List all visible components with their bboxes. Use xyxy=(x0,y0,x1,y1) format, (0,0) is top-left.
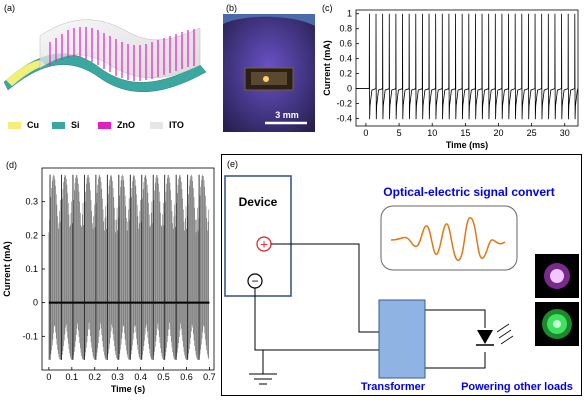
y-tick-label: -0.2 xyxy=(336,99,352,109)
device-label: Device xyxy=(239,195,278,209)
x-tick-label: 30 xyxy=(560,128,570,138)
x-tick-label: 10 xyxy=(427,128,437,138)
x-tick-label: 0.2 xyxy=(88,372,101,382)
y-tick-label: 0.6 xyxy=(339,39,352,49)
led-photo-green xyxy=(535,302,579,346)
legend-item-ito: ITO xyxy=(150,120,184,130)
x-tick-label: 0.4 xyxy=(134,372,147,382)
x-tick-label: 25 xyxy=(527,128,537,138)
scale-bar-label: 3 mm xyxy=(275,110,299,120)
panel-e-label: (e) xyxy=(227,159,238,169)
x-tick-label: 0.5 xyxy=(157,372,170,382)
powering-loads-label: Powering other loads xyxy=(461,381,573,393)
panel-b-label: (b) xyxy=(226,3,237,13)
plot-frame xyxy=(355,9,579,127)
legend-label: ZnO xyxy=(117,120,135,130)
y-tick-label: 0.2 xyxy=(25,230,38,240)
y-tick-label: 1 xyxy=(347,9,352,19)
series-signal xyxy=(48,174,210,360)
panel-e-diagram: (e) Device + − Optical-electric signal c… xyxy=(221,154,582,396)
light-spot xyxy=(263,76,269,82)
y-tick-label: 0.4 xyxy=(339,54,352,64)
panel-a-label: (a) xyxy=(4,3,15,13)
chart-c: 0 5 10 15 20 25 30 -0.4 -0.2 0 0.2 0.4 0.6 0.8 1 Time (… xyxy=(322,9,579,150)
legend-label: Si xyxy=(71,120,80,130)
x-axis-label: Time (s) xyxy=(111,384,145,394)
transformer-label: Transformer xyxy=(361,381,426,393)
zno-nanowires xyxy=(49,27,195,81)
legend-swatch xyxy=(98,121,111,129)
legend-swatch xyxy=(52,121,65,129)
led-diode-icon xyxy=(476,323,514,346)
legend-item-si: Si xyxy=(52,120,80,130)
device-schematic-illustration xyxy=(3,19,207,93)
device-box xyxy=(224,175,292,297)
y-tick-label: 0.8 xyxy=(339,24,352,34)
y-tick-label: 0.2 xyxy=(339,69,352,79)
panel-c-label: (c) xyxy=(322,3,333,13)
cu-layer xyxy=(6,60,46,86)
signal-title: Optical-electric signal convert xyxy=(383,185,554,199)
series-line xyxy=(356,13,579,120)
ground-icon xyxy=(249,373,277,385)
positive-terminal-symbol: + xyxy=(260,237,268,252)
x-tick-label: 0.6 xyxy=(180,372,193,382)
negative-terminal-symbol: − xyxy=(251,274,258,288)
legend-label: ITO xyxy=(169,120,184,130)
x-tick-label: 0.7 xyxy=(203,372,216,382)
transformer-box xyxy=(378,299,426,379)
y-tick-label: -0.4 xyxy=(336,114,352,124)
led-photo-pink xyxy=(535,254,579,298)
signal-waveform xyxy=(390,217,506,261)
y-tick-label: -0.1 xyxy=(22,331,38,341)
x-tick-label: 0.1 xyxy=(66,372,79,382)
legend-item-zno: ZnO xyxy=(98,120,135,130)
legend-swatch xyxy=(150,121,163,129)
si-layer xyxy=(3,53,207,93)
circuit-wires xyxy=(254,243,486,374)
signal-box xyxy=(380,205,518,271)
chart-d: 0 0.1 0.2 0.3 0.4 0.5 0.6 0.7 -0.1 0 0.1 0.2 0.3 Time… xyxy=(2,167,216,394)
y-tick-label: 0 xyxy=(33,298,38,308)
legend-swatch xyxy=(8,121,21,129)
x-tick-label: 20 xyxy=(493,128,503,138)
y-axis-label: Current (mA) xyxy=(2,241,12,297)
y-tick-label: 0.3 xyxy=(25,197,38,207)
x-tick-label: 15 xyxy=(460,128,470,138)
x-axis-label: Time (ms) xyxy=(446,140,488,150)
legend-label: Cu xyxy=(27,120,39,130)
x-tick-label: 0 xyxy=(363,128,368,138)
x-tick-label: 0 xyxy=(46,372,51,382)
y-tick-label: 0 xyxy=(347,84,352,94)
x-tick-label: 5 xyxy=(397,128,402,138)
panel-d-label: (d) xyxy=(6,160,17,170)
y-axis-label: Current (mA) xyxy=(322,40,332,96)
legend-item-cu: Cu xyxy=(8,120,39,130)
device-photo: 3 mm xyxy=(223,14,315,132)
y-tick-label: 0.1 xyxy=(25,264,38,274)
x-tick-label: 0.3 xyxy=(111,372,124,382)
